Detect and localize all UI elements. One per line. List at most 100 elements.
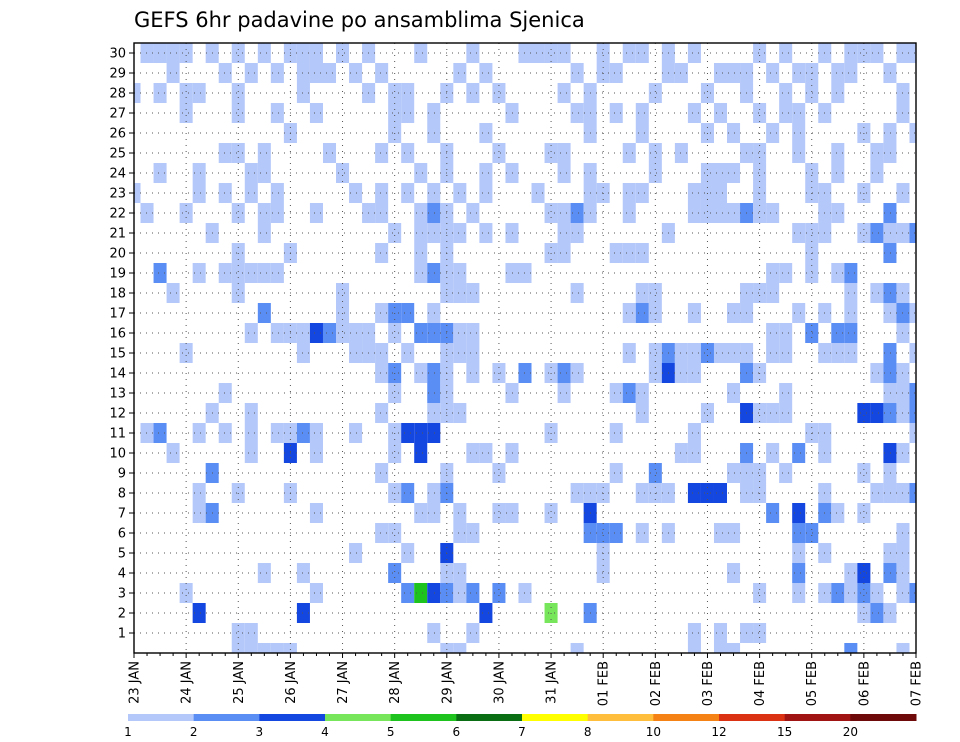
heatmap-cell [831, 63, 845, 83]
heatmap-cell [244, 403, 258, 423]
heatmap-cell [218, 263, 232, 283]
heatmap-cell [766, 323, 780, 343]
heatmap-cell [231, 623, 245, 643]
heatmap-cell [466, 43, 480, 63]
heatmap-cell [857, 503, 871, 523]
heatmap-cell [622, 303, 636, 323]
heatmap-cell [883, 283, 897, 303]
heatmap-cell [466, 203, 480, 223]
heatmap-cell [766, 403, 780, 423]
heatmap-cell [140, 203, 154, 223]
y-tick-label: 30 [109, 47, 126, 62]
heatmap-cell [427, 403, 441, 423]
heatmap-cell [453, 323, 467, 343]
heatmap-cell [792, 443, 806, 463]
heatmap-cell [557, 203, 571, 223]
heatmap-cell [231, 43, 245, 63]
heatmap-cell [609, 423, 623, 443]
heatmap-cell [844, 263, 858, 283]
heatmap-cell [883, 563, 897, 583]
heatmap-cell [505, 103, 519, 123]
heatmap-cell [844, 343, 858, 363]
heatmap-cell [244, 163, 258, 183]
heatmap-cell [179, 583, 193, 603]
y-tick-label: 28 [109, 87, 126, 102]
heatmap-cell [687, 343, 701, 363]
heatmap-cell [388, 83, 402, 103]
heatmap-cell [505, 163, 519, 183]
heatmap-cell [544, 503, 558, 523]
heatmap-cell [296, 63, 310, 83]
heatmap-cell [883, 543, 897, 563]
heatmap-cell [909, 223, 916, 243]
colorbar: 1 2 3 4 5 6 7 8 10 12 15 20 [124, 714, 917, 739]
heatmap-cell [700, 163, 714, 183]
heatmap-cell [244, 263, 258, 283]
heatmap-cell [687, 623, 701, 643]
cells-layer [134, 43, 916, 653]
heatmap-cell [192, 603, 206, 623]
heatmap-cell [700, 403, 714, 423]
heatmap-cell [648, 283, 662, 303]
heatmap-cell [779, 403, 793, 423]
heatmap-cell [909, 383, 916, 403]
y-tick-label: 23 [109, 187, 126, 202]
heatmap-cell [713, 103, 728, 123]
heatmap-cell [166, 63, 180, 83]
heatmap-cell [231, 283, 245, 303]
heatmap-cell [296, 563, 310, 583]
x-tick-label: 07 FEB [910, 661, 925, 706]
x-tick-label: 02 FEB [649, 661, 664, 706]
heatmap-cell [857, 583, 871, 603]
heatmap-cell [727, 463, 741, 483]
y-tick-label: 21 [109, 227, 126, 242]
heatmap-cell [844, 283, 858, 303]
y-tick-label: 3 [118, 587, 126, 602]
heatmap-cell [453, 563, 467, 583]
heatmap-cell [805, 163, 819, 183]
heatmap-cell [674, 343, 688, 363]
heatmap-cell [466, 283, 480, 303]
heatmap-cell [192, 503, 206, 523]
heatmap-cell [427, 103, 441, 123]
colorbar-label: 10 [646, 725, 661, 739]
heatmap-cell [218, 383, 232, 403]
heatmap-cell [883, 403, 897, 423]
heatmap-cell [557, 43, 571, 63]
heatmap-cell [427, 423, 441, 443]
heatmap-cell [883, 463, 897, 483]
heatmap-cell [192, 423, 206, 443]
heatmap-cell [622, 203, 636, 223]
heatmap-cell [805, 523, 819, 543]
heatmap-cell [388, 223, 402, 243]
heatmap-cell [140, 423, 154, 443]
heatmap-cell [388, 563, 402, 583]
heatmap-cell [727, 203, 741, 223]
heatmap-cell [648, 163, 662, 183]
heatmap-cell [635, 43, 649, 63]
heatmap-cell [883, 343, 897, 363]
heatmap-cell [713, 63, 728, 83]
heatmap-cell [857, 463, 871, 483]
heatmap-cell [466, 323, 480, 343]
heatmap-cell [831, 583, 845, 603]
heatmap-cell [336, 283, 350, 303]
heatmap-cell [622, 343, 636, 363]
heatmap-cell [401, 103, 415, 123]
heatmap-cell [883, 143, 897, 163]
y-tick-label: 1 [118, 627, 126, 642]
heatmap-cell [687, 483, 701, 503]
heatmap-cell [479, 163, 493, 183]
heatmap-cell [622, 183, 636, 203]
heatmap-cell [844, 323, 858, 343]
heatmap-cell [453, 583, 467, 603]
heatmap-cell [218, 183, 232, 203]
heatmap-cell [713, 623, 728, 643]
heatmap-cell [622, 243, 636, 263]
heatmap-cell [713, 203, 728, 223]
heatmap-cell [466, 343, 480, 363]
heatmap-cell [270, 103, 284, 123]
heatmap-cell [218, 143, 232, 163]
heatmap-cell [231, 103, 245, 123]
y-tick-label: 25 [109, 147, 126, 162]
